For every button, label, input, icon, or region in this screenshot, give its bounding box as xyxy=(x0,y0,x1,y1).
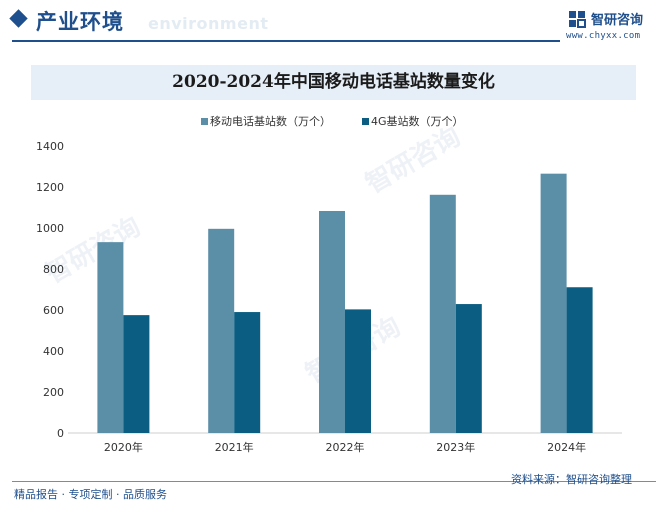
x-tick-label: 2020年 xyxy=(104,440,143,454)
bar-4g-base-stations xyxy=(345,309,371,433)
bar-4g-base-stations xyxy=(455,304,482,433)
y-tick-label: 400 xyxy=(43,345,64,358)
bar-4g-base-stations xyxy=(123,315,150,433)
section-subtitle: environment xyxy=(148,14,269,33)
legend-label-series-1: 移动电话基站数（万个） xyxy=(210,115,331,128)
legend-label-series-2: 4G基站数（万个） xyxy=(371,115,464,128)
chart-title: 2020-2024年中国移动电话基站数量变化 xyxy=(172,72,495,92)
bar-mobile-base-stations xyxy=(429,194,456,433)
y-tick-label: 800 xyxy=(43,263,64,276)
x-tick-label: 2024年 xyxy=(547,440,586,454)
y-tick-label: 1200 xyxy=(36,181,64,194)
header-divider xyxy=(12,40,560,42)
y-tick-label: 200 xyxy=(43,386,64,399)
x-tick-label: 2022年 xyxy=(326,440,365,454)
legend-swatch-series-2 xyxy=(362,118,369,125)
chart-title-band: 2020-2024年中国移动电话基站数量变化 xyxy=(31,65,636,100)
y-tick-label: 1000 xyxy=(36,222,64,235)
bar-mobile-base-stations xyxy=(208,228,235,433)
bar-mobile-base-stations xyxy=(97,242,124,433)
section-title: 产业环境 xyxy=(36,10,124,34)
footer-tagline: 精品报告 · 专项定制 · 品质服务 xyxy=(14,488,167,501)
x-tick-label: 2023年 xyxy=(436,440,475,454)
y-tick-label: 0 xyxy=(57,427,64,440)
brand-name: 智研咨询 xyxy=(591,13,644,28)
legend-swatch-series-1 xyxy=(201,118,208,125)
brand-url: www.chyxx.com xyxy=(566,31,641,41)
bar-mobile-base-stations xyxy=(540,173,567,434)
y-tick-label: 600 xyxy=(43,304,64,317)
bar-4g-base-stations xyxy=(566,287,593,433)
source-note: 资料来源：智研咨询整理 xyxy=(511,473,632,486)
bar-4g-base-stations xyxy=(234,312,261,433)
footer-divider xyxy=(12,481,656,482)
page-header: 产业环境 environment 智研咨询 www.chyxx.com xyxy=(0,0,668,46)
bar-mobile-base-stations xyxy=(319,210,345,433)
brand-logo-icon xyxy=(569,11,586,28)
x-tick-label: 2021年 xyxy=(215,440,254,454)
chart-legend: 移动电话基站数（万个） 4G基站数（万个） xyxy=(0,112,668,130)
y-tick-label: 1400 xyxy=(36,140,64,153)
